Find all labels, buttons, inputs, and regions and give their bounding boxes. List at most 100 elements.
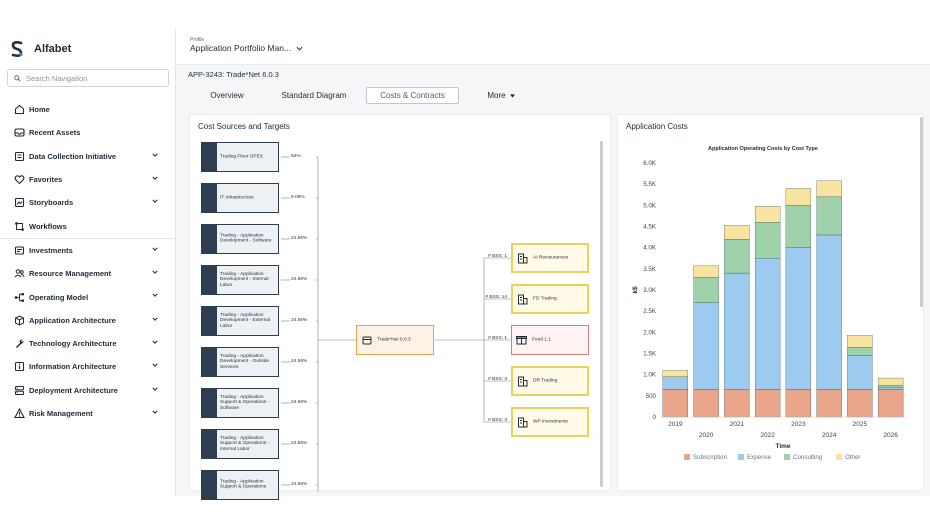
bar-segment-other [754, 206, 781, 223]
chevron-down-icon[interactable] [152, 270, 158, 274]
cost-source-node[interactable]: Trading - Application Development - Inte… [201, 265, 279, 295]
cost-source-node[interactable]: Trading - Application Support & Operatio… [201, 388, 279, 418]
y-tick-label: 5.5K [643, 181, 657, 188]
sidebar-item-label: Operating Model [29, 292, 89, 302]
bss-count: # BSS: 3 [488, 377, 507, 382]
legend-label: Other [845, 454, 860, 461]
inbox-icon [14, 128, 25, 137]
sidebar-item-favorites[interactable]: Favorites [0, 168, 176, 191]
profile-selector[interactable]: Application Portfolio Man... [190, 43, 303, 53]
cost-source-node[interactable]: Trading - Application Support & Operatio… [201, 470, 279, 500]
cost-target-node[interactable]: DR Trading [511, 366, 589, 396]
heart-icon [14, 175, 25, 185]
sidebar-item-deparch[interactable]: Deployment Architecture [0, 379, 176, 402]
bss-count: # BSS: 1 [488, 336, 507, 341]
bar-segment-consulting [754, 222, 781, 259]
cost-sources-panel: Cost Sources and Targets Trading Floor O… [189, 114, 611, 500]
allocation-percent: 24.56% [291, 482, 308, 487]
y-axis-label: k$ [632, 286, 639, 294]
nav-menu: Home Recent Assets Data Collection Initiat… [0, 98, 176, 425]
sidebar-item-risk[interactable]: Risk Management [0, 402, 176, 425]
cost-source-node[interactable]: Trading Floor OPEX [201, 142, 279, 172]
header: Profile Application Portfolio Man... [176, 28, 930, 65]
breadcrumb: APP-3243: Trade*Net 6.0.3 [188, 70, 279, 79]
workflow-icon [15, 221, 24, 231]
sidebar-item-home[interactable]: Home [0, 98, 176, 121]
building-icon [518, 253, 528, 264]
application-node[interactable]: Trade*Net 6.0.3 [356, 325, 434, 355]
scrollbar[interactable] [600, 141, 603, 487]
sidebar-item-investments[interactable]: Investments [0, 239, 176, 262]
sidebar-item-operating[interactable]: Operating Model [0, 285, 176, 308]
sidebar-item-recent[interactable]: Recent Assets [0, 121, 176, 144]
cost-target-node[interactable]: Fond 1.1 [511, 325, 589, 355]
x-tick-label: 2019 [668, 421, 683, 428]
bar-segment-consulting [877, 385, 904, 388]
y-tick-label: 2.0K [643, 329, 657, 336]
cost-target-node[interactable]: AI Reinsurances [511, 243, 589, 273]
cube-icon [15, 315, 24, 326]
allocation-percent: 24.56% [291, 400, 308, 405]
chevron-down-icon[interactable] [152, 293, 158, 298]
users-icon [14, 269, 25, 278]
info-icon [14, 362, 25, 372]
bar-segment-consulting [816, 196, 842, 236]
brand-logo[interactable]: Alfabet [10, 40, 71, 58]
sidebar-item-label: Application Architecture [29, 315, 116, 325]
y-tick-label: 1.5K [643, 351, 657, 358]
bar-segment-subscription [877, 389, 904, 418]
cost-source-node[interactable]: IT Infrastructure [201, 183, 279, 213]
warning-icon [14, 408, 25, 419]
sidebar-item-storyboards[interactable]: Storyboards [0, 191, 176, 214]
org-chart-icon [14, 292, 24, 302]
bar-segment-subscription [662, 389, 689, 418]
chevron-down-icon[interactable] [152, 176, 158, 180]
chevron-down-icon[interactable] [152, 247, 158, 251]
sidebar-item-techarch[interactable]: Technology Architecture [0, 332, 176, 355]
y-tick-label: 4.5K [643, 224, 657, 231]
search-input[interactable]: Search Navigation [7, 69, 169, 87]
sidebar-item-label: Storyboards [29, 198, 74, 208]
sidebar-item-label: Favorites [29, 175, 63, 185]
cost-source-label: IT Infrastructure [220, 195, 254, 201]
cost-target-node[interactable]: FD Trading [511, 284, 589, 314]
cost-source-node[interactable]: Trading - Application Development - Soft… [201, 224, 279, 254]
investments-icon [14, 246, 25, 255]
tab-standard-diagram[interactable]: Standard Diagram [266, 87, 362, 104]
chevron-down-icon[interactable] [152, 387, 158, 391]
cost-source-node[interactable]: Trading - Application Development - Outs… [201, 347, 279, 377]
sidebar-item-resource[interactable]: Resource Management [0, 262, 176, 285]
y-tick-label: 500 [646, 393, 657, 400]
bar-segment-other [877, 377, 904, 386]
tab-label: Costs & Contracts [380, 91, 445, 100]
tab-costs-contracts[interactable]: Costs & Contracts [366, 87, 459, 104]
cost-source-node[interactable]: Trading - Application Support & Operatio… [201, 429, 279, 459]
tab-more[interactable]: More [471, 87, 531, 104]
bar-segment-consulting [724, 239, 750, 274]
scrollbar[interactable] [920, 117, 923, 307]
cost-target-node[interactable]: WP Investments [511, 407, 589, 437]
sidebar-item-apparch[interactable]: Application Architecture [0, 309, 176, 332]
sidebar-item-data[interactable]: Data Collection Initiative [0, 145, 176, 168]
sidebar-item-infoarch[interactable]: Information Architecture [0, 355, 176, 378]
chevron-down-icon[interactable] [152, 340, 158, 344]
application-label: Trade*Net 6.0.3 [377, 337, 411, 343]
y-tick-label: 3.0K [643, 287, 657, 294]
chevron-down-icon[interactable] [152, 363, 158, 368]
allocation-percent: 24.56% [291, 236, 308, 241]
bar-segment-expense [877, 387, 904, 390]
cost-source-label: Trading - Application Development - Inte… [220, 272, 269, 288]
legend-swatch [784, 454, 790, 460]
allocation-percent: 9.09% [291, 195, 305, 200]
tab-overview[interactable]: Overview [188, 87, 266, 104]
chevron-down-icon[interactable] [152, 199, 158, 204]
cost-target-label: Fond 1.1 [532, 337, 551, 343]
chevron-down-icon[interactable] [152, 153, 158, 157]
chevron-down-icon[interactable] [152, 317, 158, 321]
x-axis-label: Time [775, 443, 790, 450]
sidebar-item-workflows[interactable]: Workflows [0, 214, 176, 237]
chevron-down-icon[interactable] [152, 410, 158, 414]
wrench-icon [16, 339, 24, 349]
cost-source-node[interactable]: Trading - Application Development - Exte… [201, 306, 279, 336]
legend-swatch [684, 454, 690, 460]
